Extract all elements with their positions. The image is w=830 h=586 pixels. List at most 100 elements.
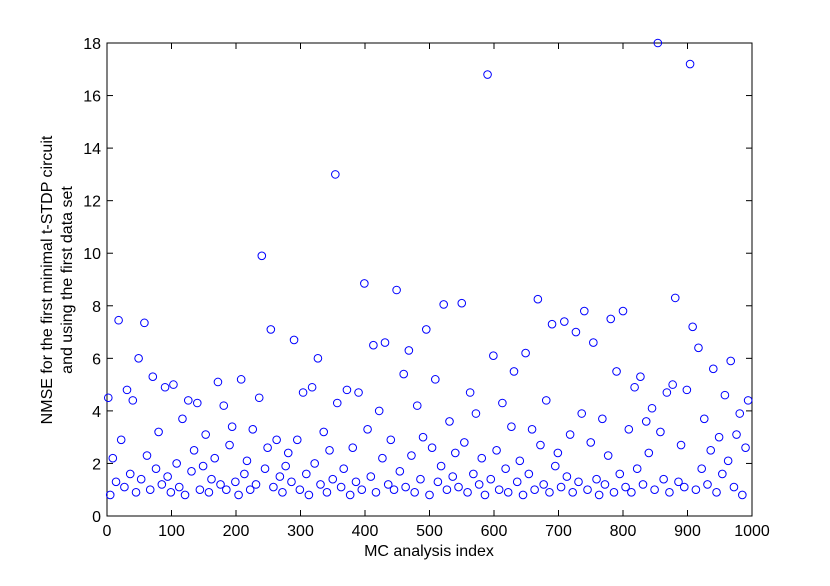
x-tick-label: 1000 [734,523,770,540]
point [738,490,747,500]
point [583,485,592,495]
point [210,453,220,463]
point [421,325,431,334]
point [712,488,721,497]
point [332,398,342,408]
y-axis-label: and using the first data set [59,186,76,374]
point [577,409,587,418]
point [656,427,665,437]
point [395,467,405,476]
y-tick-label: 12 [83,194,101,211]
x-tick-label: 600 [481,523,508,540]
point [609,488,619,497]
point [360,279,369,288]
point [589,338,598,347]
point [174,482,184,492]
point [547,319,557,329]
point [641,417,651,426]
x-tick-label: 800 [610,523,637,540]
point [568,488,577,497]
point [480,490,490,500]
point [580,306,589,316]
point [714,432,724,442]
point [501,464,510,474]
point [598,414,607,424]
point [160,382,170,392]
point [225,440,234,450]
point [254,393,264,403]
point [536,440,545,450]
point [213,377,223,387]
point [676,440,686,450]
point [234,490,243,500]
point [125,469,135,479]
point [726,356,736,366]
point [498,398,507,408]
point [260,464,270,474]
point [283,448,293,458]
x-tick-label: 300 [287,523,314,540]
point [187,467,196,476]
y-tick-label: 6 [92,351,101,368]
point [322,488,332,497]
point [494,485,504,495]
point [433,477,443,487]
point [647,403,657,413]
point [336,482,346,492]
point [189,446,199,455]
point [183,396,193,405]
point [436,461,446,471]
point [357,485,367,495]
point [219,401,229,410]
point [145,485,155,495]
point [407,451,416,460]
point [207,474,216,484]
point [418,432,428,442]
y-tick-label: 16 [83,89,101,106]
point [108,453,118,463]
point [592,474,601,484]
point [425,490,434,500]
point [469,469,478,479]
point [310,459,319,468]
point [427,443,437,452]
point [735,409,745,418]
point [148,372,158,382]
point [515,456,525,466]
point [489,351,498,361]
point [439,300,448,309]
point [180,490,190,500]
point [709,364,718,374]
point [454,482,463,492]
point [316,480,325,489]
point [298,388,308,397]
point [574,477,583,487]
point [131,488,141,497]
point [553,448,563,458]
point [325,446,334,455]
point [571,327,581,337]
point [650,485,659,495]
point [342,385,352,395]
point [533,294,543,304]
point [416,474,425,484]
x-tick-label: 500 [416,523,443,540]
point [363,424,372,434]
point [245,485,255,495]
point [378,453,387,463]
point [474,480,484,489]
point [287,477,296,487]
point [140,318,149,328]
point [389,485,399,495]
point [445,417,454,426]
point [313,354,323,363]
point [618,306,628,316]
point [236,375,246,384]
point [154,427,163,437]
point [204,488,214,497]
point [697,464,706,474]
point [401,482,410,492]
point [527,424,537,434]
